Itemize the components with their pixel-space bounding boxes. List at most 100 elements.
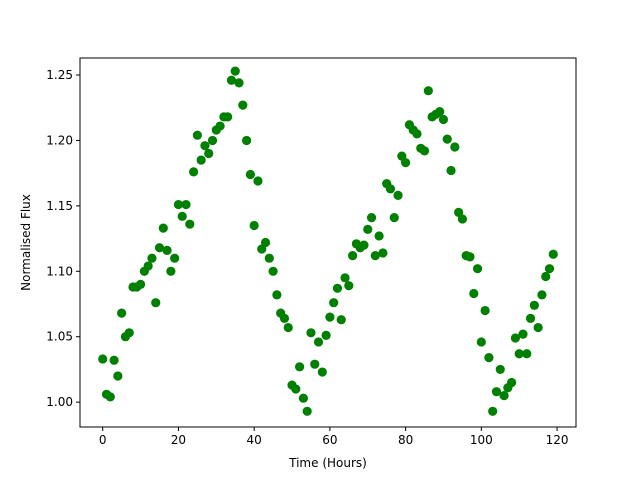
data-point <box>158 223 168 233</box>
x-tick-label: 20 <box>171 433 186 447</box>
x-tick-label: 80 <box>398 433 413 447</box>
data-point <box>245 169 255 180</box>
data-point <box>476 337 486 347</box>
y-tick-label: 1.05 <box>46 330 73 344</box>
x-tick-label: 60 <box>322 433 337 447</box>
data-point <box>207 135 218 146</box>
x-tick-label: 40 <box>247 433 262 447</box>
data-point <box>435 107 445 117</box>
data-point <box>518 329 528 339</box>
data-point <box>272 290 282 300</box>
data-point <box>185 219 195 229</box>
data-point <box>295 362 305 372</box>
data-point <box>374 231 384 241</box>
data-point <box>306 328 316 338</box>
data-point <box>192 130 202 140</box>
y-tick-label: 1.25 <box>46 68 73 82</box>
data-point <box>495 364 505 375</box>
x-tick-label: 0 <box>99 433 107 447</box>
data-point <box>548 249 558 259</box>
data-point <box>423 86 433 96</box>
data-point <box>188 167 199 177</box>
data-point <box>507 377 517 388</box>
data-point <box>313 337 324 347</box>
data-point <box>544 264 555 274</box>
data-point <box>336 315 346 325</box>
data-point <box>196 155 206 165</box>
data-point <box>488 406 498 416</box>
data-point <box>317 367 327 377</box>
data-point <box>514 349 524 359</box>
data-point <box>450 142 460 152</box>
data-point <box>253 176 263 186</box>
data-point <box>230 66 240 76</box>
data-point <box>223 112 233 122</box>
data-point <box>143 261 153 271</box>
data-point <box>181 199 191 210</box>
y-tick-label: 1.20 <box>46 133 73 147</box>
data-point <box>298 393 308 403</box>
data-point <box>366 213 377 223</box>
data-point <box>113 371 123 381</box>
data-point <box>412 129 422 139</box>
data-point <box>537 290 547 300</box>
data-point <box>359 240 369 250</box>
data-point <box>117 308 127 318</box>
data-point <box>446 165 456 176</box>
data-point <box>363 224 373 235</box>
data-point <box>279 313 290 323</box>
data-point <box>480 305 490 316</box>
data-point <box>529 300 539 310</box>
data-point <box>344 281 354 291</box>
y-tick-label: 1.15 <box>46 199 73 213</box>
x-tick-label: 120 <box>546 433 569 447</box>
data-points <box>98 66 558 416</box>
data-point <box>465 252 475 262</box>
data-point <box>291 384 301 394</box>
data-point <box>124 328 134 338</box>
data-point <box>378 248 388 258</box>
data-point <box>242 135 252 146</box>
x-tick-label: 100 <box>470 433 493 447</box>
data-point <box>438 114 449 125</box>
data-point <box>109 355 119 365</box>
data-point <box>533 322 543 333</box>
data-point <box>249 220 259 231</box>
data-point <box>226 75 237 85</box>
y-tick-label: 1.00 <box>46 395 73 409</box>
data-point <box>499 391 509 401</box>
x-axis-label: Time (Hours) <box>288 456 367 470</box>
data-point <box>260 237 271 248</box>
data-point <box>332 283 343 293</box>
data-point <box>166 266 176 276</box>
data-point <box>401 158 411 168</box>
data-point <box>469 288 479 299</box>
data-point <box>162 245 172 255</box>
data-point <box>238 100 248 110</box>
data-point <box>340 273 350 283</box>
data-point <box>321 330 331 340</box>
data-point <box>541 271 551 282</box>
data-point <box>204 148 214 159</box>
data-point <box>268 266 278 276</box>
data-point <box>310 359 320 369</box>
data-point <box>177 211 187 221</box>
data-point <box>472 264 483 274</box>
data-point <box>491 387 502 397</box>
data-point <box>510 333 521 343</box>
data-point <box>370 250 380 261</box>
data-point <box>105 392 115 402</box>
data-point <box>329 298 339 308</box>
plot-frame <box>79 57 577 428</box>
data-point <box>385 184 396 194</box>
data-point <box>419 146 430 156</box>
data-point <box>170 253 180 263</box>
data-point <box>484 353 494 363</box>
data-point <box>151 298 161 308</box>
data-point <box>302 406 312 416</box>
y-axis-label: Normalised Flux <box>19 194 33 291</box>
data-point <box>147 253 157 263</box>
data-point <box>389 213 399 223</box>
